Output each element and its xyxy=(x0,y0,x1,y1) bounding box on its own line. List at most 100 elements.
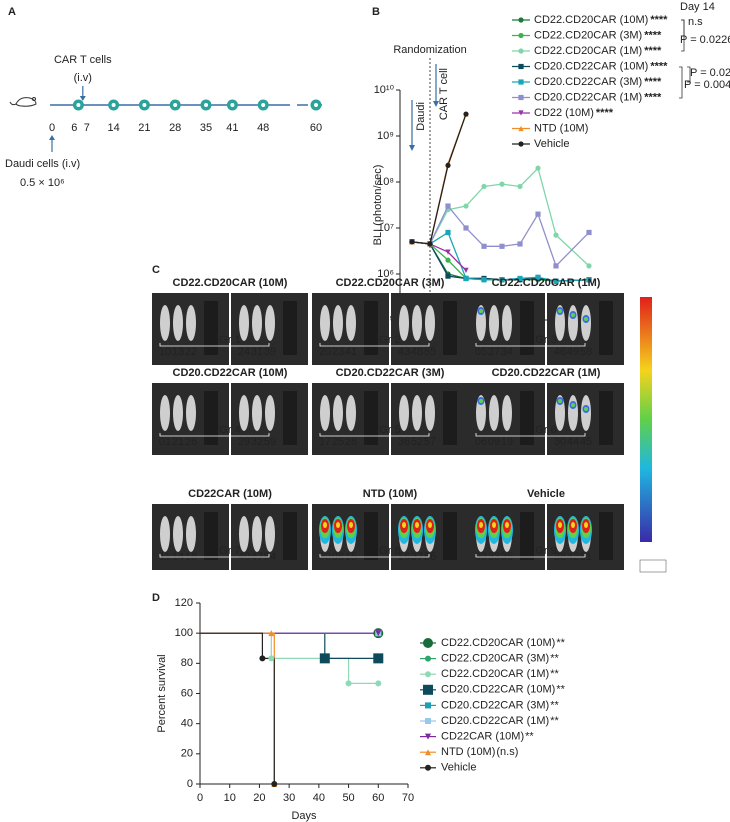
group-bracket xyxy=(319,433,430,437)
signal xyxy=(323,522,327,528)
data-point xyxy=(445,249,451,255)
car-t-arrowhead xyxy=(433,101,439,107)
group-bracket xyxy=(159,343,270,347)
mouse-id: 05 xyxy=(475,346,487,358)
signal xyxy=(415,522,419,528)
y-tick-label: 10⁸ xyxy=(377,176,394,188)
panel-letter: A xyxy=(8,6,16,18)
legend-label: CD20.CD22CAR (3M) xyxy=(534,76,642,88)
mouse-id: 57 xyxy=(424,436,436,448)
mouse xyxy=(399,395,409,431)
mouse xyxy=(555,395,565,431)
mouse-id: 27 xyxy=(488,346,500,358)
signal xyxy=(479,522,483,528)
survival-point xyxy=(271,781,278,787)
timeline-day: 21 xyxy=(138,122,150,134)
mouse xyxy=(489,305,499,341)
series-line xyxy=(411,231,590,282)
y-tick-label: 10⁷ xyxy=(378,222,394,234)
data-point xyxy=(463,275,469,282)
group-bracket xyxy=(159,433,270,437)
mouse-id: 26 xyxy=(185,436,197,448)
randomization-label: Randomization xyxy=(393,44,466,56)
timeline-day: 14 xyxy=(107,122,119,134)
survival-point xyxy=(375,680,382,687)
timeline-day: 28 xyxy=(169,122,181,134)
data-point xyxy=(445,273,451,279)
data-point xyxy=(535,274,541,280)
mouse xyxy=(239,516,249,552)
bli-image-rim xyxy=(520,301,534,355)
data-point xyxy=(499,181,505,187)
x-tick-label: 60 xyxy=(372,792,384,804)
signal xyxy=(558,309,562,313)
data-point xyxy=(535,165,541,171)
mouse xyxy=(252,305,262,341)
mouse-id: 49 xyxy=(567,346,579,358)
mouse xyxy=(186,516,196,552)
injection-icon-center xyxy=(230,103,235,107)
data-point xyxy=(499,277,505,283)
data-point xyxy=(586,263,592,269)
group-title: CD22.CD20CAR (1M) xyxy=(492,277,601,289)
mouse-id: 32 xyxy=(251,436,263,448)
mouse-id: 06 xyxy=(475,436,487,448)
daudi-arrowhead xyxy=(49,135,55,140)
car-t-label: CAR T cells xyxy=(54,54,112,66)
signal xyxy=(349,522,353,528)
mouse-id: 56 xyxy=(424,551,436,563)
mouse-id: 36 xyxy=(398,436,410,448)
injection-icon-center xyxy=(76,103,81,107)
data-point xyxy=(463,225,469,231)
series-line xyxy=(411,204,590,268)
comparison-bracket xyxy=(681,19,685,37)
legend-label: CD20.CD22CAR (1M) xyxy=(534,91,642,103)
group-title: CD22.CD20CAR (10M) xyxy=(173,277,288,289)
daudi-dose: 0.5 × 10⁶ xyxy=(20,177,65,189)
y-tick-label: 40 xyxy=(181,718,193,730)
bli-image-rim xyxy=(364,391,378,445)
data-point xyxy=(445,229,451,236)
data-point xyxy=(517,183,523,190)
mouse xyxy=(489,395,499,431)
series-line xyxy=(411,113,467,245)
survival-point xyxy=(319,653,330,664)
group-label: Gr 2 xyxy=(379,334,400,346)
x-tick-label: 30 xyxy=(283,792,295,804)
group-bracket xyxy=(319,343,430,347)
bli-image-rim xyxy=(443,391,457,445)
legend-marker xyxy=(423,638,433,648)
mouse-id: 52 xyxy=(411,436,423,448)
signal xyxy=(571,313,575,317)
mouse-id: 45 xyxy=(580,436,592,448)
mouse xyxy=(425,305,435,341)
legend-marker xyxy=(518,125,524,132)
y-tick-label: 80 xyxy=(181,657,193,669)
x-axis-title: Days xyxy=(291,810,317,822)
legend-label: CD22.CD20CAR (1M) xyxy=(534,45,642,57)
legend-label: CD22CAR (10M) xyxy=(441,731,524,743)
y-tick-label: 60 xyxy=(181,687,193,699)
mouse-id: 25 xyxy=(332,436,344,448)
data-point xyxy=(553,263,559,269)
group-label: Gr 1 xyxy=(219,334,240,346)
mouse-id: 59 xyxy=(264,436,276,448)
mouse-id: 41 xyxy=(345,346,357,358)
comparison-label: P = 0.0226 xyxy=(680,34,730,46)
legend-marker xyxy=(518,79,524,85)
legend-label: CD22.CD20CAR (3M) xyxy=(534,29,642,41)
mouse xyxy=(346,395,356,431)
bli-image-rim xyxy=(443,512,457,560)
mouse-id: 20 xyxy=(319,346,331,358)
data-point xyxy=(445,162,451,168)
mouse xyxy=(333,395,343,431)
comparison-bracket xyxy=(679,66,683,99)
bli-image-rim xyxy=(283,391,297,445)
y-tick-label: 10⁶ xyxy=(377,268,394,280)
data-point xyxy=(481,183,487,190)
group-label: Gr 7 xyxy=(219,545,240,557)
mouse xyxy=(160,305,170,341)
group-title: CD22.CD20CAR (3M) xyxy=(336,277,445,289)
y-axis-title: Percent survival xyxy=(156,654,168,732)
